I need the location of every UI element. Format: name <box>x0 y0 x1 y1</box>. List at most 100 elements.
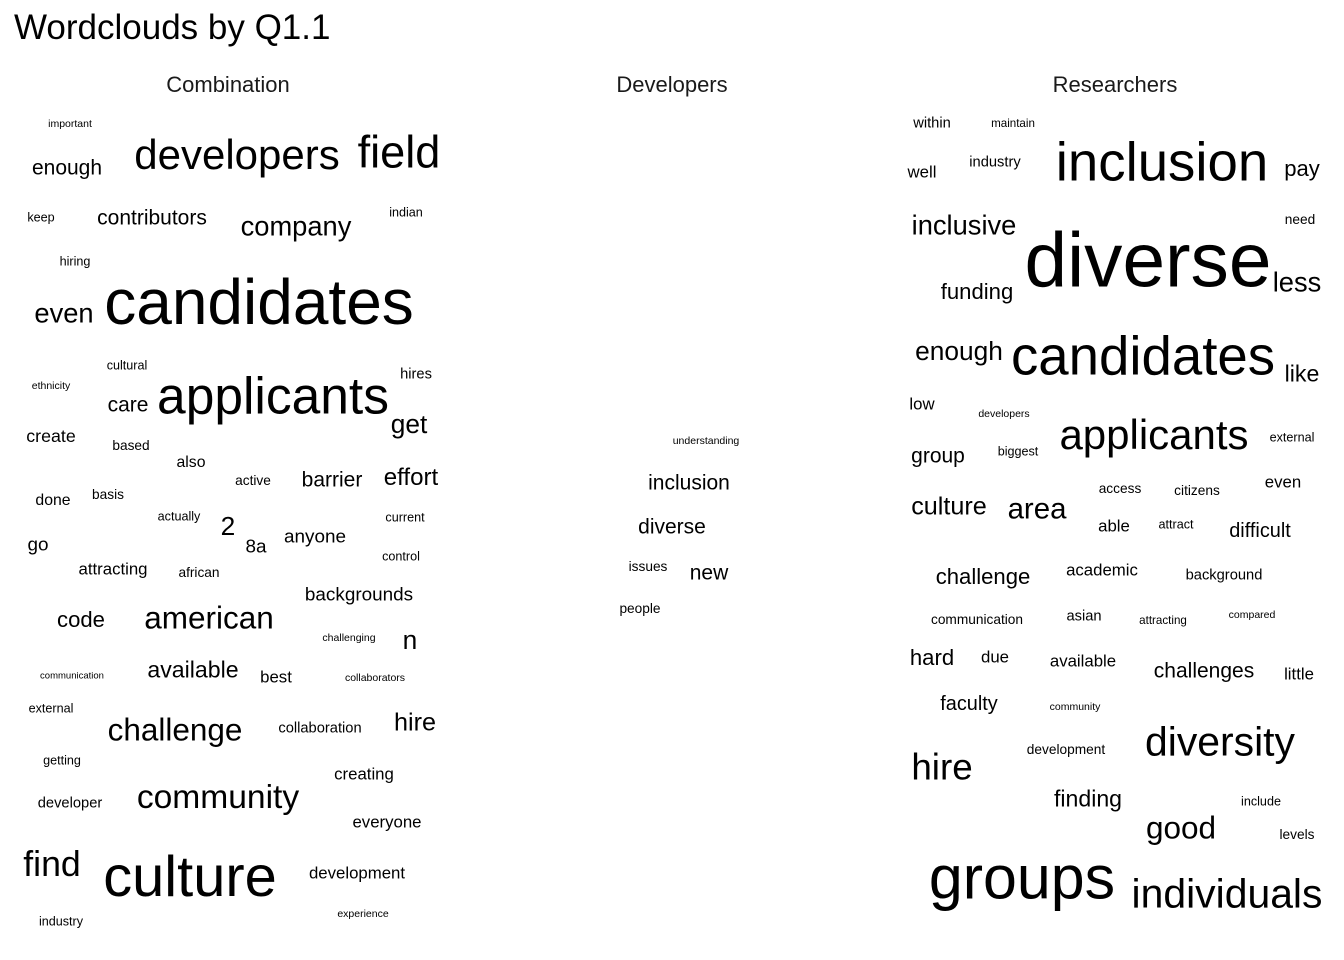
word-pay: pay <box>1284 155 1320 181</box>
word-access: access <box>1098 481 1142 497</box>
word-understanding: understanding <box>672 434 740 447</box>
word-inclusion: inclusion <box>1055 131 1269 193</box>
word-funding: funding <box>940 278 1014 304</box>
word-community: community <box>136 779 300 817</box>
word-within: within <box>913 115 951 132</box>
word-difficult: difficult <box>1229 520 1291 543</box>
word-communication: communication <box>40 670 104 682</box>
word-low: low <box>909 394 935 414</box>
word-attracting: attracting <box>1139 614 1187 628</box>
word-attracting: attracting <box>78 559 148 579</box>
word-basis: basis <box>92 487 124 503</box>
word-include: include <box>1241 794 1281 809</box>
word-candidates: candidates <box>104 266 414 338</box>
word-people: people <box>619 601 661 617</box>
word-challenge: challenge <box>107 711 243 748</box>
panel-title-researchers: Researchers <box>1052 72 1178 97</box>
word-n: n <box>402 624 418 655</box>
word-anyone: anyone <box>284 526 346 548</box>
word-hires: hires <box>400 366 432 383</box>
word-cultural: cultural <box>106 358 148 373</box>
word-best: best <box>260 667 292 687</box>
word-faculty: faculty <box>940 693 998 716</box>
word-little: little <box>1284 664 1314 684</box>
word-go: go <box>27 534 49 556</box>
word-new: new <box>689 561 729 585</box>
word-collaboration: collaboration <box>278 720 362 737</box>
word-external: external <box>28 701 74 716</box>
word-available: available <box>147 656 239 683</box>
word-based: based <box>112 438 150 454</box>
word-academic: academic <box>1066 560 1138 580</box>
word-less: less <box>1272 266 1322 298</box>
word-african: african <box>178 565 220 581</box>
word-culture: culture <box>911 492 987 521</box>
word-background: background <box>1185 567 1263 584</box>
word-everyone: everyone <box>352 812 422 832</box>
word-8a: 8a <box>245 536 267 558</box>
word-developers: developers <box>978 407 1030 420</box>
word-2: 2 <box>220 510 236 541</box>
word-done: done <box>35 492 71 510</box>
word-code: code <box>57 606 105 632</box>
word-backgrounds: backgrounds <box>304 584 414 606</box>
word-actually: actually <box>157 509 201 524</box>
word-challenging: challenging <box>322 631 376 644</box>
word-indian: indian <box>389 205 423 220</box>
word-diverse: diverse <box>1024 218 1272 304</box>
panel-title-developers: Developers <box>616 72 728 97</box>
word-diversity: diversity <box>1145 718 1295 765</box>
word-even: even <box>34 297 94 329</box>
word-candidates: candidates <box>1010 325 1276 387</box>
panel-title-combination: Combination <box>166 72 290 97</box>
word-diverse: diverse <box>638 515 706 539</box>
word-important: important <box>48 117 92 130</box>
word-individuals: individuals <box>1131 870 1323 917</box>
word-developers: developers <box>134 131 340 178</box>
word-creating: creating <box>334 764 394 784</box>
word-industry: industry <box>969 154 1021 171</box>
word-hiring: hiring <box>59 254 91 269</box>
word-development: development <box>1026 742 1106 758</box>
word-development: development <box>308 863 406 883</box>
word-field: field <box>357 126 441 178</box>
word-due: due <box>981 647 1009 667</box>
word-communication: communication <box>930 612 1024 628</box>
word-challenges: challenges <box>1153 659 1255 683</box>
chart-title: Wordclouds by Q1.1 <box>14 8 331 47</box>
word-group: group <box>911 444 965 468</box>
word-create: create <box>26 426 76 447</box>
word-inclusion: inclusion <box>648 471 730 495</box>
word-company: company <box>240 210 352 242</box>
word-effort: effort <box>383 463 439 491</box>
word-compared: compared <box>1228 608 1276 621</box>
word-find: find <box>23 844 81 885</box>
word-care: care <box>107 393 149 417</box>
word-enough: enough <box>31 156 103 180</box>
word-well: well <box>907 162 937 182</box>
word-also: also <box>176 454 206 472</box>
word-area: area <box>1007 492 1067 526</box>
word-levels: levels <box>1279 827 1315 843</box>
word-ethnicity: ethnicity <box>31 379 71 392</box>
word-finding: finding <box>1053 785 1123 812</box>
word-american: american <box>144 599 274 636</box>
word-developer: developer <box>37 795 103 812</box>
word-experience: experience <box>337 907 389 920</box>
word-challenge: challenge <box>935 563 1031 589</box>
word-maintain: maintain <box>991 117 1035 131</box>
word-external: external <box>1269 430 1315 445</box>
word-community: community <box>1049 700 1101 713</box>
word-collaborators: collaborators <box>344 671 406 684</box>
word-get: get <box>390 408 428 439</box>
word-good: good <box>1145 809 1217 846</box>
word-biggest: biggest <box>997 444 1039 459</box>
word-industry: industry <box>38 914 84 929</box>
word-available: available <box>1049 651 1117 671</box>
word-need: need <box>1284 212 1316 228</box>
word-applicants: applicants <box>157 366 389 425</box>
word-culture: culture <box>103 845 277 910</box>
word-citizens: citizens <box>1174 483 1220 499</box>
word-contributors: contributors <box>97 206 207 230</box>
word-keep: keep <box>27 210 55 225</box>
